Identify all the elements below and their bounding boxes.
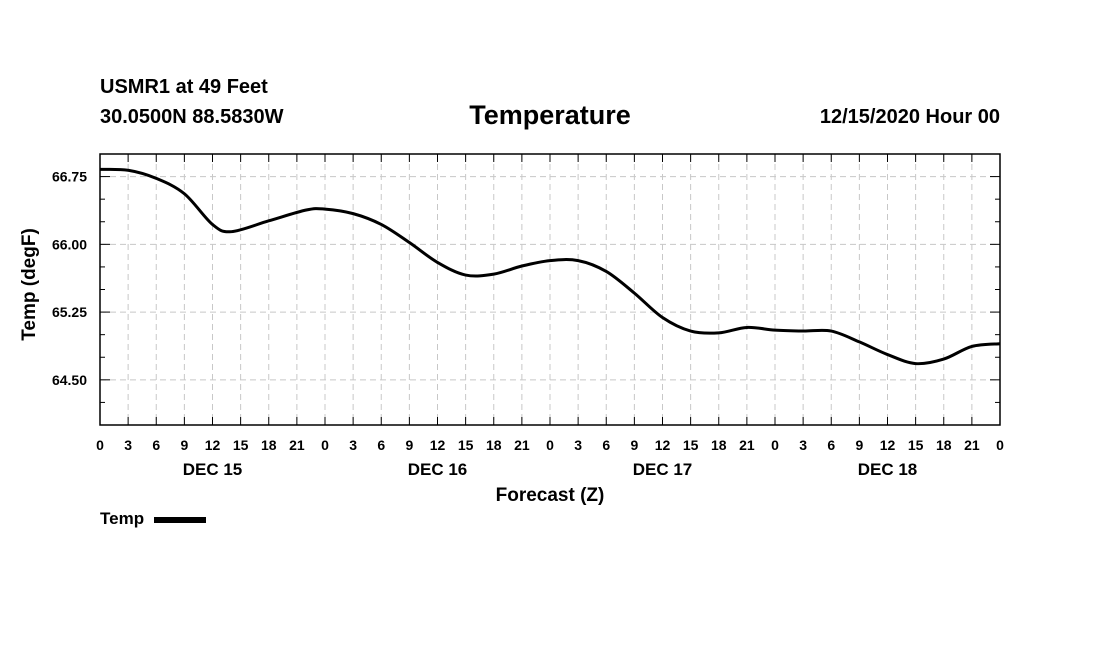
grid-layer: [100, 154, 1000, 425]
x-tick-label: 0: [771, 437, 779, 453]
x-tick-label: 15: [233, 437, 249, 453]
station-label: USMR1 at 49 Feet: [100, 76, 268, 98]
x-tick-label: 3: [349, 437, 357, 453]
x-tick-label: 21: [739, 437, 755, 453]
x-tick-label: 0: [96, 437, 104, 453]
y-axis-label: Temp (degF): [19, 228, 40, 341]
x-tick-label: 18: [711, 437, 727, 453]
x-tick-label: 3: [124, 437, 132, 453]
x-tick-label: 9: [180, 437, 188, 453]
day-label: DEC 16: [408, 460, 468, 479]
x-tick-label: 0: [996, 437, 1004, 453]
x-tick-label: 18: [486, 437, 502, 453]
x-axis-label: Forecast (Z): [496, 485, 605, 506]
x-tick-label: 9: [405, 437, 413, 453]
x-tick-label: 18: [936, 437, 952, 453]
x-tick-label: 3: [574, 437, 582, 453]
x-tick-label: 15: [683, 437, 699, 453]
x-tick-label: 9: [630, 437, 638, 453]
y-tick-label: 66.75: [52, 169, 87, 185]
day-label: DEC 18: [858, 460, 918, 479]
y-tick-label: 64.50: [52, 372, 87, 388]
day-label: DEC 17: [633, 460, 693, 479]
forecast-datetime: 12/15/2020 Hour 00: [819, 106, 1000, 128]
x-tick-label: 12: [430, 437, 446, 453]
x-tick-label: 12: [205, 437, 221, 453]
tick-layer: [99, 154, 1001, 425]
x-tick-label: 3: [799, 437, 807, 453]
x-tick-label: 15: [908, 437, 924, 453]
label-layer: 0 3 6 9 12 15 18 21 0 3 6 9 12 15 18 21 0 3 6 9 12 15 18 21 0 3 6 9…: [19, 169, 1004, 506]
series-layer: [99, 167, 1001, 366]
plot-frame: [99, 153, 1001, 426]
chart-title: Temperature: [469, 100, 631, 130]
legend-line-swatch: [154, 517, 207, 523]
x-tick-label: 12: [880, 437, 896, 453]
x-tick-label: 12: [655, 437, 671, 453]
x-tick-label: 6: [602, 437, 610, 453]
y-tick-label: 66.00: [52, 236, 87, 252]
station-coordinates: 30.0500N 88.5830W: [100, 106, 284, 128]
x-tick-label: 6: [377, 437, 385, 453]
x-tick-label: 0: [546, 437, 554, 453]
x-tick-label: 9: [855, 437, 863, 453]
x-tick-label: 15: [458, 437, 474, 453]
legend: Temp: [100, 509, 207, 529]
x-tick-label: 0: [321, 437, 329, 453]
x-tick-label: 6: [827, 437, 835, 453]
x-tick-label: 21: [289, 437, 305, 453]
day-label: DEC 15: [183, 460, 243, 479]
x-tick-label: 21: [964, 437, 980, 453]
legend-label: Temp: [100, 509, 145, 528]
y-tick-label: 65.25: [52, 304, 87, 320]
x-tick-label: 6: [152, 437, 160, 453]
x-tick-label: 21: [514, 437, 530, 453]
x-tick-label: 18: [261, 437, 277, 453]
temp-series-line: [99, 167, 1001, 366]
